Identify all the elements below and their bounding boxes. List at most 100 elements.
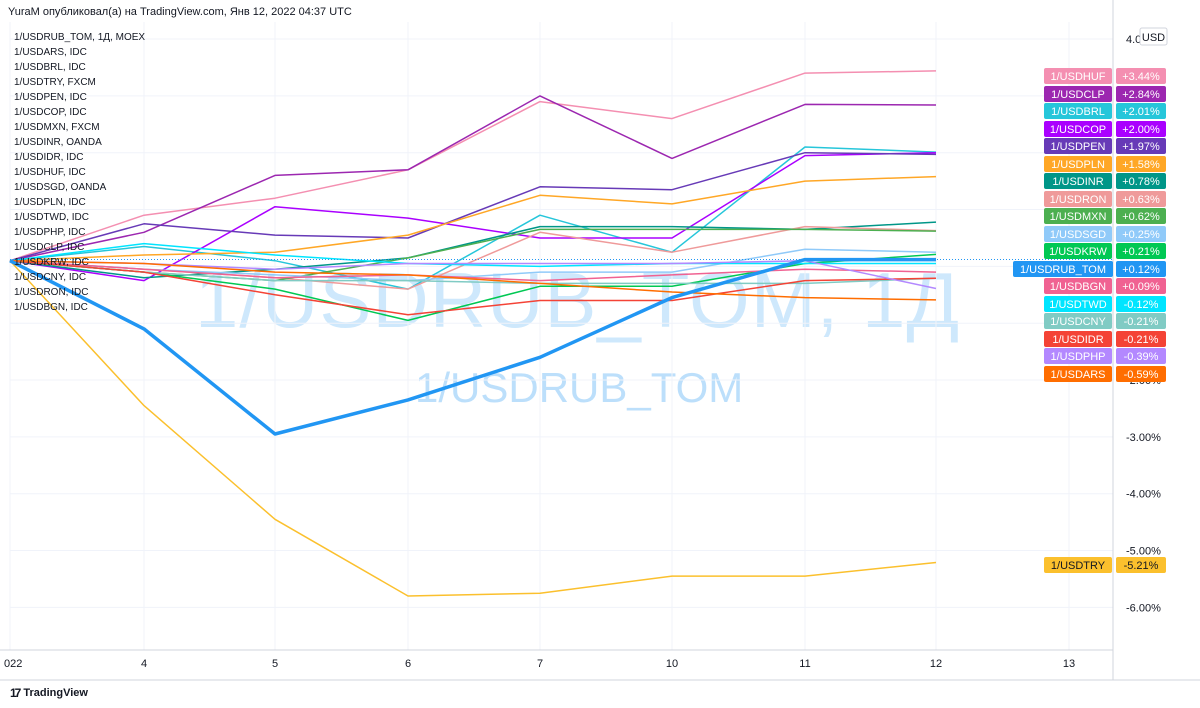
svg-text:+0.09%: +0.09% xyxy=(1122,281,1160,293)
legend-item[interactable]: 1/USDRUB_TOM, 1Д, MOEX xyxy=(14,32,146,43)
legend-item[interactable]: 1/USDARS, IDC xyxy=(14,47,87,58)
svg-text:1/USDPEN: 1/USDPEN xyxy=(1050,141,1105,153)
svg-text:1/USDARS: 1/USDARS xyxy=(1050,369,1105,381)
legend-item[interactable]: 1/USDCLP, IDC xyxy=(14,242,85,253)
currency-label: USD xyxy=(1142,32,1165,44)
legend-item[interactable]: 1/USDKRW, IDC xyxy=(14,257,89,268)
legend-item[interactable]: 1/USDSGD, OANDA xyxy=(14,182,107,193)
legend-item[interactable]: 1/USDTWD, IDC xyxy=(14,212,89,223)
svg-text:1/USDTRY: 1/USDTRY xyxy=(1051,560,1106,572)
svg-text:1/USDRUB_TOM: 1/USDRUB_TOM xyxy=(1020,264,1106,276)
series-line xyxy=(9,70,937,262)
series-line xyxy=(9,242,936,268)
svg-text:-0.21%: -0.21% xyxy=(1124,334,1159,346)
svg-text:+2.00%: +2.00% xyxy=(1122,124,1160,136)
legend-item[interactable]: 1/USDPEN, IDC xyxy=(14,92,87,103)
svg-text:+0.21%: +0.21% xyxy=(1122,246,1160,258)
x-tick-label: 12 xyxy=(930,658,942,670)
svg-text:+0.78%: +0.78% xyxy=(1122,176,1160,188)
x-tick-label: 4 xyxy=(141,658,147,670)
series-badge: 1/USDCNY -0.21% xyxy=(1044,313,1166,329)
svg-text:1/USDMXN: 1/USDMXN xyxy=(1050,211,1107,223)
legend-item[interactable]: 1/USDCNY, IDC xyxy=(14,272,87,283)
svg-text:+0.63%: +0.63% xyxy=(1122,194,1160,206)
svg-text:+1.97%: +1.97% xyxy=(1122,141,1160,153)
tradingview-footer[interactable]: 17 TradingView xyxy=(10,686,88,700)
tradingview-brand: TradingView xyxy=(23,687,88,699)
x-tick-label: 11 xyxy=(799,658,810,670)
series-line xyxy=(9,151,937,282)
series-line xyxy=(9,259,937,301)
series-badge: 1/USDARS -0.59% xyxy=(1044,366,1166,382)
legend-item[interactable]: 1/USDPLN, IDC xyxy=(14,197,86,208)
legend-item[interactable]: 1/USDTRY, FXCM xyxy=(14,77,96,88)
series-badge: 1/USDPLN +1.58% xyxy=(1044,156,1166,172)
currency-box[interactable] xyxy=(1139,27,1168,46)
svg-text:1/USDBGN: 1/USDBGN xyxy=(1050,281,1106,293)
series-line xyxy=(9,259,937,316)
svg-text:+2.01%: +2.01% xyxy=(1122,106,1160,118)
svg-text:1/USDINR: 1/USDINR xyxy=(1052,176,1103,188)
series-line xyxy=(9,175,937,262)
svg-text:1/USDPLN: 1/USDPLN xyxy=(1051,159,1105,171)
series-badge: 1/USDTWD -0.12% xyxy=(1044,296,1166,312)
svg-text:1/USDKRW: 1/USDKRW xyxy=(1049,246,1107,258)
svg-text:-0.21%: -0.21% xyxy=(1124,316,1159,328)
series-badge: 1/USDHUF +3.44% xyxy=(1044,68,1166,84)
legend-item[interactable]: 1/USDBGN, IDC xyxy=(14,302,88,313)
legend-item[interactable]: 1/USDINR, OANDA xyxy=(14,137,102,148)
series-badge: 1/USDPHP -0.39% xyxy=(1044,348,1166,364)
price-badges: 1/USDHUF +3.44% 1/USDCLP +2.84% 1/USDBRL +2.0… xyxy=(1013,68,1166,573)
legend-item[interactable]: 1/USDIDR, IDC xyxy=(14,152,84,163)
series-legend: 1/USDRUB_TOM, 1Д, MOEX 1/USDARS, IDC 1/USD… xyxy=(14,30,145,315)
x-tick-label: 13 xyxy=(1063,658,1075,670)
grid-lines xyxy=(9,22,1113,650)
series-line xyxy=(9,151,937,262)
series-badge: 1/USDCLP +2.84% xyxy=(1044,86,1166,102)
symbol-watermark-sub: 1/USDRUB_TOM xyxy=(415,364,744,411)
x-tick-label: 10 xyxy=(666,658,678,670)
series-line xyxy=(9,95,937,262)
series-line xyxy=(9,259,937,282)
series-badge: 1/USDRON +0.63% xyxy=(1044,191,1166,207)
svg-text:1/USDSGD: 1/USDSGD xyxy=(1050,229,1106,241)
svg-text:-5.21%: -5.21% xyxy=(1124,560,1159,572)
legend-item[interactable]: 1/USDHUF, IDC xyxy=(14,167,86,178)
svg-text:1/USDRON: 1/USDRON xyxy=(1050,194,1107,206)
legend-item[interactable]: 1/USDCOP, IDC xyxy=(14,107,87,118)
svg-text:+0.25%: +0.25% xyxy=(1122,229,1160,241)
x-tick-label: 5 xyxy=(272,658,278,670)
svg-text:+0.62%: +0.62% xyxy=(1122,211,1160,223)
series-lines xyxy=(9,70,937,597)
series-badge: 1/USDBRL +2.01% xyxy=(1044,103,1166,119)
y-tick-label: -3.00% xyxy=(1126,432,1161,444)
svg-text:1/USDCNY: 1/USDCNY xyxy=(1050,316,1106,328)
y-tick-label: -6.00% xyxy=(1126,602,1161,614)
series-badge: 1/USDIDR -0.21% xyxy=(1044,331,1166,347)
series-line xyxy=(9,260,937,597)
svg-text:1/USDCLP: 1/USDCLP xyxy=(1051,89,1105,101)
series-badge: 1/USDINR +0.78% xyxy=(1044,173,1166,189)
legend-item[interactable]: 1/USDMXN, FXCM xyxy=(14,122,100,133)
svg-text:-0.59%: -0.59% xyxy=(1124,369,1159,381)
legend-item[interactable]: 1/USDPHP, IDC xyxy=(14,227,86,238)
svg-text:1/USDTWD: 1/USDTWD xyxy=(1049,299,1107,311)
legend-item[interactable]: 1/USDBRL, IDC xyxy=(14,62,86,73)
series-badge: 1/USDPEN +1.97% xyxy=(1044,138,1166,154)
publish-header: YuraM опубликовал(а) на TradingView.com,… xyxy=(8,6,352,18)
svg-text:1/USDIDR: 1/USDIDR xyxy=(1052,334,1103,346)
x-tick-label: 022 xyxy=(4,658,22,670)
svg-text:-0.39%: -0.39% xyxy=(1124,351,1159,363)
x-tick-label: 6 xyxy=(405,658,411,670)
legend-item[interactable]: 1/USDRON, IDC xyxy=(14,287,89,298)
series-badge: 1/USDKRW +0.21% xyxy=(1044,243,1166,259)
series-line xyxy=(9,257,936,436)
series-badge: 1/USDBGN +0.09% xyxy=(1044,278,1166,294)
y-tick-label: -5.00% xyxy=(1126,546,1161,558)
svg-text:1/USDHUF: 1/USDHUF xyxy=(1050,71,1105,83)
svg-text:1/USDPHP: 1/USDPHP xyxy=(1050,351,1105,363)
tradingview-logo-icon: 17 xyxy=(10,686,21,700)
svg-text:+1.58%: +1.58% xyxy=(1122,159,1160,171)
series-badge: 1/USDTRY -5.21% xyxy=(1044,557,1166,573)
